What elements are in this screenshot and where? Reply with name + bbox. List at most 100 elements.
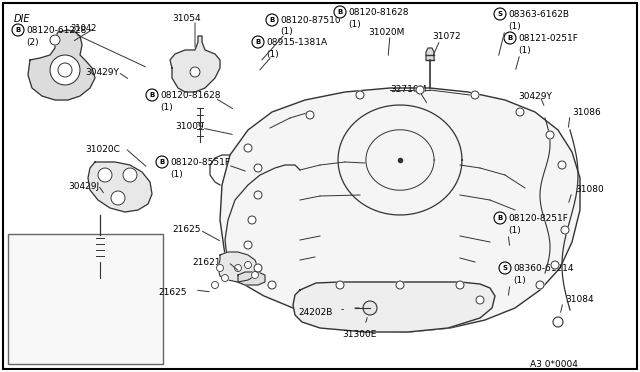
Text: B: B — [508, 35, 513, 41]
Text: 30429Y: 30429Y — [518, 92, 552, 101]
Circle shape — [111, 191, 125, 205]
Circle shape — [336, 281, 344, 289]
Circle shape — [306, 111, 314, 119]
Text: 31042: 31042 — [70, 24, 97, 33]
Text: 08120-81628: 08120-81628 — [348, 8, 408, 17]
Text: 31020C: 31020C — [85, 145, 120, 154]
Circle shape — [211, 282, 218, 289]
Circle shape — [504, 32, 516, 44]
Circle shape — [471, 91, 479, 99]
Polygon shape — [218, 252, 258, 282]
Text: (1): (1) — [513, 276, 525, 285]
Text: (1): (1) — [170, 170, 183, 179]
Circle shape — [561, 226, 569, 234]
Text: 31009: 31009 — [175, 122, 204, 131]
Circle shape — [252, 36, 264, 48]
Circle shape — [268, 281, 276, 289]
Text: 30429Y: 30429Y — [85, 68, 119, 77]
Circle shape — [190, 67, 200, 77]
Text: 32710M: 32710M — [390, 85, 426, 94]
Circle shape — [50, 55, 80, 85]
Text: 08120-61228: 08120-61228 — [26, 26, 86, 35]
Text: 21625: 21625 — [158, 288, 186, 297]
Circle shape — [12, 24, 24, 36]
Polygon shape — [170, 36, 220, 92]
Text: B: B — [337, 9, 342, 15]
Text: 31054: 31054 — [172, 14, 200, 23]
Circle shape — [50, 35, 60, 45]
Text: 08363-6162B: 08363-6162B — [508, 10, 569, 19]
Circle shape — [254, 191, 262, 199]
Bar — [8, 234, 163, 364]
Circle shape — [551, 261, 559, 269]
Text: 31072: 31072 — [432, 32, 461, 41]
Circle shape — [244, 241, 252, 249]
Circle shape — [334, 6, 346, 18]
Circle shape — [244, 262, 252, 269]
Text: 24202B: 24202B — [298, 308, 332, 317]
Text: 08915-1381A: 08915-1381A — [266, 38, 327, 47]
Text: 08120-81628: 08120-81628 — [160, 91, 221, 100]
Circle shape — [494, 212, 506, 224]
Text: B: B — [255, 39, 260, 45]
Circle shape — [546, 131, 554, 139]
Circle shape — [356, 91, 364, 99]
Text: B: B — [497, 215, 502, 221]
Circle shape — [416, 86, 424, 94]
Circle shape — [516, 108, 524, 116]
Polygon shape — [220, 88, 580, 332]
Text: 31084: 31084 — [565, 295, 594, 304]
Polygon shape — [88, 162, 152, 212]
Polygon shape — [28, 30, 95, 100]
Circle shape — [146, 89, 158, 101]
Circle shape — [254, 164, 262, 172]
Circle shape — [98, 168, 112, 182]
Text: B: B — [15, 27, 20, 33]
Text: (1): (1) — [508, 226, 521, 235]
Polygon shape — [238, 272, 265, 285]
Circle shape — [216, 264, 223, 272]
Circle shape — [221, 275, 228, 282]
Text: 08121-0251F: 08121-0251F — [518, 34, 578, 43]
Polygon shape — [426, 48, 434, 60]
Circle shape — [123, 168, 137, 182]
Text: 08360-61214: 08360-61214 — [513, 264, 573, 273]
Text: (1): (1) — [518, 46, 531, 55]
Text: S: S — [497, 11, 502, 17]
Circle shape — [248, 216, 256, 224]
Text: 31020M: 31020M — [368, 28, 404, 37]
Text: B: B — [159, 159, 164, 165]
Circle shape — [553, 317, 563, 327]
Text: 31086: 31086 — [572, 108, 601, 117]
Text: 31300E: 31300E — [342, 330, 376, 339]
Text: 21621: 21621 — [192, 258, 221, 267]
Circle shape — [363, 301, 377, 315]
Circle shape — [456, 281, 464, 289]
Circle shape — [234, 264, 241, 272]
Text: (2): (2) — [26, 38, 38, 47]
Text: (1): (1) — [280, 27, 292, 36]
Polygon shape — [293, 282, 495, 332]
Text: A3 0*0004: A3 0*0004 — [530, 360, 578, 369]
Circle shape — [252, 272, 259, 279]
Text: 08120-8251F: 08120-8251F — [508, 214, 568, 223]
Circle shape — [266, 14, 278, 26]
Circle shape — [396, 281, 404, 289]
Text: B: B — [149, 92, 155, 98]
Circle shape — [499, 262, 511, 274]
Circle shape — [494, 8, 506, 20]
Text: S: S — [502, 265, 508, 271]
Text: 08120-8551F: 08120-8551F — [170, 158, 230, 167]
Text: 08120-87510: 08120-87510 — [280, 16, 340, 25]
Text: (1): (1) — [508, 22, 521, 31]
Text: B: B — [269, 17, 275, 23]
Circle shape — [244, 144, 252, 152]
Circle shape — [156, 156, 168, 168]
Circle shape — [58, 63, 72, 77]
Circle shape — [558, 161, 566, 169]
Text: DIE: DIE — [14, 14, 31, 24]
Text: (1): (1) — [160, 103, 173, 112]
Circle shape — [476, 296, 484, 304]
Circle shape — [536, 281, 544, 289]
Text: -: - — [341, 305, 344, 314]
